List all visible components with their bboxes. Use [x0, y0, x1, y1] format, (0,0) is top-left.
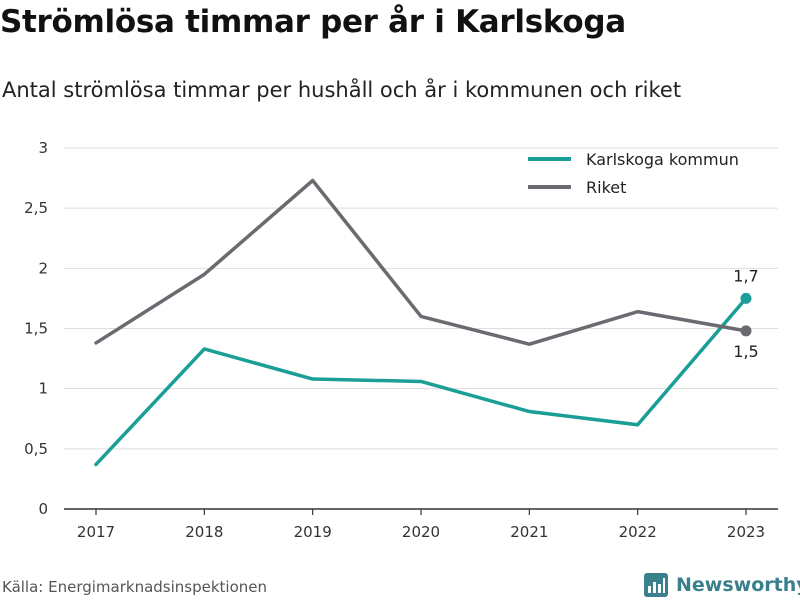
series-end-label-1: 1,5 — [733, 342, 758, 361]
grid-lines — [64, 147, 778, 450]
y-tick-label: 2 — [38, 259, 48, 277]
x-tick-label: 2020 — [402, 523, 440, 541]
series-end-label-0: 1,7 — [733, 266, 758, 285]
chart-title: Strömlösa timmar per år i Karlskoga — [0, 4, 626, 40]
legend-label-1: Riket — [586, 178, 626, 197]
y-tick-label: 0 — [38, 500, 48, 518]
x-axis — [64, 508, 778, 515]
series-line-1 — [94, 178, 748, 346]
legend-label-0: Karlskoga kommun — [586, 150, 739, 169]
y-tick-label: 2,5 — [24, 199, 48, 217]
source-note: Källa: Energimarknadsinspektionen — [2, 578, 268, 596]
series-end-marker-1 — [740, 325, 752, 337]
x-tick-label: 2018 — [185, 523, 223, 541]
data-labels: 1,7 1,5 — [733, 266, 758, 360]
chart-subtitle: Antal strömlösa timmar per hushåll och å… — [2, 78, 682, 102]
y-tick-label: 1 — [38, 380, 48, 398]
x-tick-label: 2023 — [727, 523, 765, 541]
series-line-0 — [94, 296, 748, 467]
x-tick-label: 2021 — [510, 523, 548, 541]
legend: Karlskoga kommun Riket — [528, 150, 739, 197]
x-axis-tick-labels: 2017 2018 2019 2020 2021 2022 2023 — [77, 523, 765, 541]
x-tick-label: 2017 — [77, 523, 115, 541]
bar-chart-logo-icon — [644, 573, 668, 597]
x-tick-label: 2019 — [294, 523, 332, 541]
brand-logo: Newsworthy — [644, 570, 800, 600]
brand-name: Newsworthy — [676, 574, 800, 596]
series-end-marker-0 — [740, 292, 752, 304]
x-tick-label: 2022 — [619, 523, 657, 541]
y-tick-label: 0,5 — [24, 440, 48, 458]
y-tick-label: 3 — [38, 139, 48, 157]
series-lines — [94, 178, 752, 467]
y-tick-label: 1,5 — [24, 320, 48, 338]
y-axis-tick-labels: 0 0,5 1 1,5 2 2,5 3 — [24, 139, 48, 518]
